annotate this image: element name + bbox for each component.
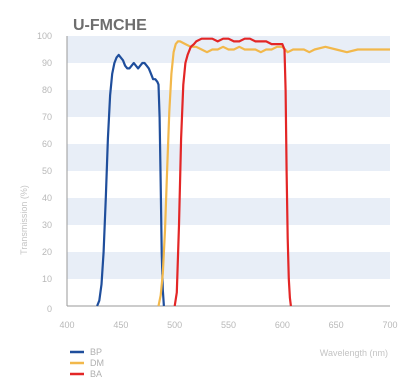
y-tick-label: 80 [42,85,52,95]
x-tick-label: 550 [221,320,236,330]
grid-band [67,90,390,117]
grid-band [67,144,390,171]
y-tick-label: 90 [42,58,52,68]
y-tick-label: 100 [37,31,52,41]
y-tick-label: 60 [42,139,52,149]
axes [66,36,390,307]
y-axis-title: Transmission (%) [19,185,29,255]
y-tick-label: 30 [42,220,52,230]
series-line-bp [96,53,165,307]
grid-band [67,252,390,279]
grid-band [67,198,390,225]
legend-label: BP [90,347,102,357]
series-line-dm [157,40,390,307]
y-tick-label: 70 [42,112,52,122]
x-tick-label: 450 [113,320,128,330]
legend-label: BA [90,369,102,379]
legend-label: DM [90,358,104,368]
tick-labels: 10 20 30 40 50 60 70 80 90 100 400 450 500 550 600 650 7… [37,31,398,330]
x-axis-title: Wavelength (nm) [320,348,388,358]
y-label-zero: 0 [47,304,52,314]
x-tick-label: 600 [275,320,290,330]
grid-bands [67,36,390,279]
series-line-ba [173,37,292,307]
x-tick-label: 650 [329,320,344,330]
x-tick-label: 700 [382,320,397,330]
chart-title: U-FMCHE [73,17,147,34]
x-tick-label: 400 [59,320,74,330]
y-tick-label: 40 [42,193,52,203]
x-tick-label: 500 [167,320,182,330]
y-tick-label: 50 [42,166,52,176]
y-tick-label: 20 [42,247,52,257]
series-lines [96,37,390,307]
y-tick-label: 10 [42,274,52,284]
